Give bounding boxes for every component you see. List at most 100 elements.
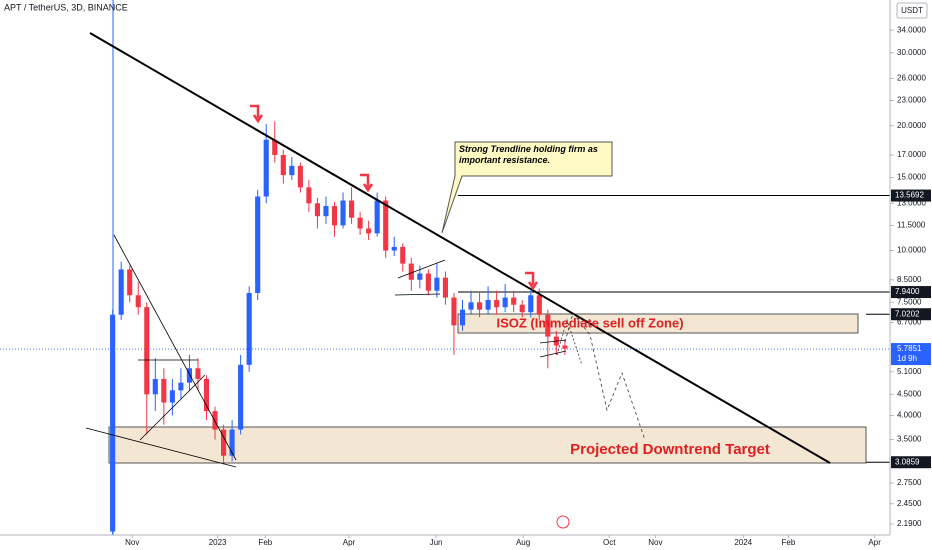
candle-body — [118, 269, 124, 315]
countdown-label: 1d 9h — [897, 354, 917, 363]
y-tick-label: 4.5000 — [897, 389, 922, 398]
x-tick-label: 2023 — [209, 538, 227, 547]
y-tick-label: 26.0000 — [897, 74, 926, 83]
candle-body — [511, 297, 517, 305]
candle-body — [152, 378, 158, 395]
y-tick-label: 10.0000 — [897, 246, 926, 255]
candle-body — [374, 200, 380, 234]
y-tick-label: 30.0000 — [897, 48, 926, 57]
last-price-label: 5.7851 — [897, 344, 922, 353]
candle-body — [476, 302, 483, 310]
x-tick-label: Apr — [343, 538, 356, 547]
y-tick-label: 6.7000 — [897, 318, 922, 327]
candle-body — [178, 382, 184, 391]
y-tick-label: 7.5000 — [897, 297, 922, 306]
callout: Strong Trendline holding firm as importa… — [459, 144, 598, 165]
candle-body — [110, 314, 116, 532]
target-label: Projected Downtrend Target — [570, 441, 770, 458]
candle-body — [417, 273, 423, 280]
candle-body — [272, 139, 278, 155]
y-tick-label: 34.0000 — [897, 25, 926, 34]
x-tick-label: 2024 — [734, 538, 752, 547]
currency: USDT — [901, 6, 923, 15]
candle-body — [383, 200, 389, 251]
chart-title: APT / TetherUS, 3D, BINANCE — [4, 2, 128, 12]
trendline — [89, 32, 831, 464]
pattern-lines — [85, 234, 567, 468]
candle-body — [519, 304, 525, 313]
candle-body — [391, 246, 397, 251]
candle-body — [161, 378, 167, 403]
candle-body — [289, 165, 295, 176]
event-icon — [556, 515, 570, 529]
x-tick-label: Nov — [648, 538, 662, 547]
y-tick-label: 8.5000 — [897, 275, 922, 284]
peak-arrows — [250, 104, 539, 291]
y-tick-label: 13.0000 — [897, 198, 926, 207]
candle-body — [195, 368, 201, 379]
y-tick-label: 2.4500 — [897, 499, 922, 508]
candle-body — [451, 297, 457, 326]
projection-path-short — [556, 318, 583, 366]
level-tag-label: 3.0859 — [895, 457, 920, 466]
y-tick-label: 5.1000 — [897, 367, 922, 376]
last-price-tag — [891, 343, 931, 366]
currency-box — [896, 2, 928, 19]
y-tick-label: 11.5000 — [897, 220, 926, 229]
level-tag — [891, 308, 931, 321]
candle-body — [331, 206, 338, 226]
candle-body — [468, 302, 474, 310]
candle-body — [297, 165, 303, 188]
level-tag — [891, 286, 931, 299]
candle-body — [255, 196, 261, 293]
candle-body — [323, 206, 329, 217]
candle-body — [135, 295, 141, 308]
candle-body — [221, 429, 227, 456]
candle-body — [528, 295, 534, 313]
callout-box — [441, 141, 613, 234]
y-tick-label: 2.1900 — [897, 519, 922, 528]
candle-body — [212, 411, 218, 430]
candle-body — [502, 297, 508, 308]
candle-body — [314, 203, 320, 217]
candle-body — [536, 295, 542, 315]
x-tick-label: Oct — [603, 538, 616, 547]
candle-body — [357, 217, 363, 229]
y-tick-label: 2.7500 — [897, 478, 922, 487]
candle-body — [246, 292, 252, 365]
projection-path — [564, 312, 646, 441]
candle-body — [144, 307, 150, 395]
level-tag — [891, 456, 931, 469]
candle-body — [434, 277, 440, 291]
x-tick-label: Jun — [430, 538, 443, 547]
candle-body — [545, 314, 551, 337]
candle-body — [169, 390, 175, 403]
x-tick-label: Nov — [125, 538, 139, 547]
candle-body — [494, 299, 500, 308]
candle-body — [400, 246, 406, 264]
x-tick-label: Feb — [782, 538, 796, 547]
y-tick-label: 23.0000 — [897, 96, 926, 105]
y-tick-label: 15.0000 — [897, 173, 926, 182]
isoz-zone — [457, 313, 859, 334]
y-tick-label: 3.5000 — [897, 435, 922, 444]
candle-body — [408, 263, 414, 280]
candle-body — [340, 200, 346, 226]
candle-body — [425, 273, 431, 291]
candle-body — [238, 364, 244, 430]
level-tag-label: 13.5692 — [895, 191, 924, 200]
candle-body — [263, 139, 269, 197]
level-tag-label: 7.9400 — [895, 287, 920, 296]
candle-body — [127, 269, 133, 296]
x-tick-label: Apr — [868, 538, 881, 547]
y-tick-label: 17.0000 — [897, 150, 926, 159]
candle-body — [186, 368, 192, 383]
x-tick-label: Aug — [516, 538, 530, 547]
candle-body — [459, 309, 466, 326]
candle-body — [485, 299, 491, 310]
candle-body — [349, 200, 355, 218]
candle-body — [280, 154, 286, 176]
y-tick-label: 20.0000 — [897, 121, 926, 130]
candle-body — [442, 277, 448, 298]
